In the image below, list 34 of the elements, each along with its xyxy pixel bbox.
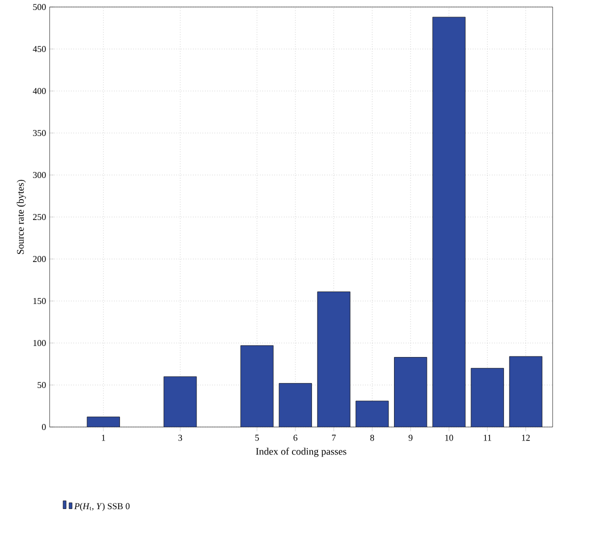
bar	[87, 416, 120, 427]
y-tick-label: 150	[33, 298, 46, 304]
x-tick-label: 5	[255, 434, 259, 441]
y-tick-label: 0	[42, 424, 46, 430]
x-tick-label: 7	[332, 434, 336, 441]
bar	[240, 346, 274, 427]
x-tick-label: 11	[484, 434, 492, 441]
x-tick-label: 1	[102, 434, 106, 441]
bar	[356, 400, 388, 427]
bar	[471, 368, 504, 427]
bar	[394, 357, 427, 427]
bar	[432, 17, 466, 427]
y-tick-label: 250	[33, 214, 46, 220]
y-tick-label: 50	[38, 382, 46, 388]
bar	[317, 292, 350, 427]
y-tick-label: 500	[33, 4, 46, 10]
y-tick-label: 200	[33, 256, 46, 262]
y-tick-label: 100	[33, 340, 46, 346]
y-tick-label: 400	[32, 88, 46, 94]
x-tick-label: 8	[370, 434, 374, 441]
x-tick-label: 6	[294, 434, 298, 441]
bar	[279, 383, 312, 427]
bar	[509, 356, 542, 427]
legend-label: P(H$_{t}$, Y) SSB 0	[74, 502, 130, 512]
y-tick-label: 450	[32, 46, 46, 52]
x-tick-label: 12	[522, 434, 530, 441]
x-axis-title: Index of coding passes	[256, 448, 346, 457]
y-axis-title: Source rate (bytes)	[16, 180, 26, 254]
y-tick-label: 300	[33, 172, 46, 178]
x-tick-label: 9	[408, 434, 412, 441]
x-tick-label: 10	[445, 434, 454, 441]
y-tick-label: 350	[33, 130, 46, 136]
x-tick-label: 3	[178, 434, 182, 441]
bar	[164, 376, 197, 427]
